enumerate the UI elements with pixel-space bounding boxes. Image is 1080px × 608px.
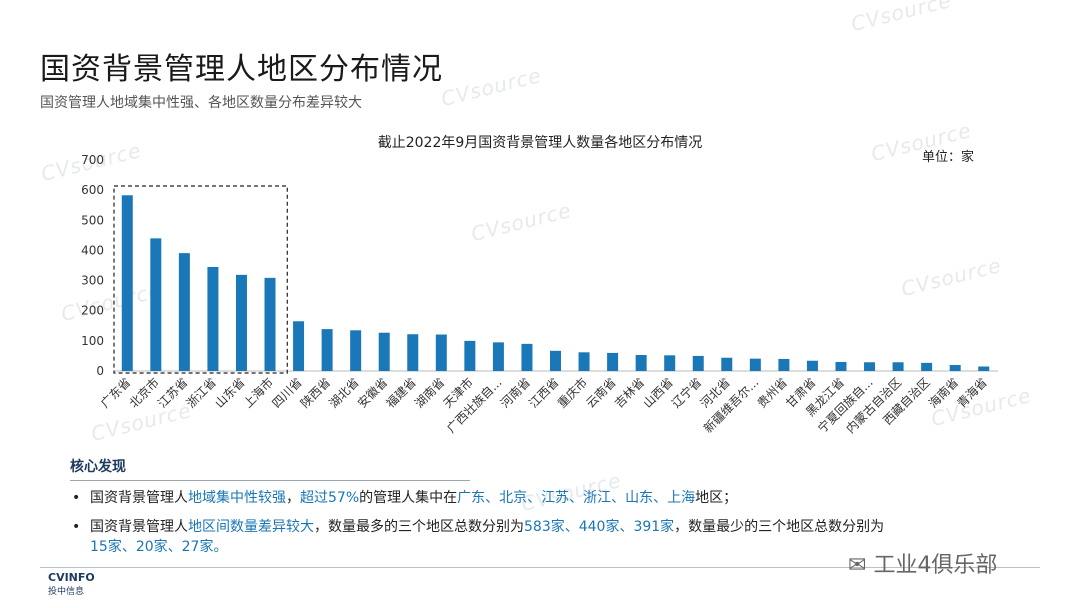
y-tick-label: 700 (81, 153, 104, 167)
page-title: 国资背景管理人地区分布情况 (40, 52, 443, 87)
findings-divider (70, 480, 470, 481)
bar (207, 267, 219, 371)
bar (778, 358, 790, 371)
x-tick-label: 江苏省 (155, 375, 190, 410)
bar (864, 362, 876, 371)
wechat-icon: ✉ (848, 553, 867, 578)
bar (835, 361, 847, 371)
bar (921, 362, 933, 371)
y-tick-label: 100 (81, 334, 104, 348)
bar (321, 329, 333, 371)
y-tick-label: 300 (81, 274, 104, 288)
findings-heading: 核心发现 (70, 459, 126, 475)
x-tick-label: 重庆市 (554, 375, 590, 411)
x-tick-label: 浙江省 (184, 375, 219, 410)
x-tick-label: 山东省 (212, 375, 247, 410)
bar (492, 342, 504, 371)
bar (578, 352, 590, 371)
bar (378, 332, 390, 371)
x-tick-label: 云南省 (583, 375, 619, 411)
x-tick-label: 陕西省 (297, 375, 333, 411)
bar (521, 343, 533, 371)
y-tick-label: 200 (81, 304, 104, 318)
bar (435, 334, 447, 371)
x-tick-label: 吉林省 (612, 375, 647, 410)
x-tick-label: 安徽省 (354, 375, 390, 411)
x-tick-label: 湖北省 (326, 375, 362, 411)
bar (150, 238, 162, 371)
page-subtitle: 国资管理人地域集中性强、各地区数量分布差异较大 (40, 95, 362, 111)
footer-divider (40, 567, 1040, 568)
x-tick-label: 江西省 (526, 375, 561, 410)
x-tick-label: 四川省 (269, 375, 304, 410)
bar (464, 340, 476, 371)
finding-item-1: • 国资背景管理人地域集中性较强，超过57%的管理人集中在广东、北京、江苏、浙江、… (72, 490, 738, 506)
finding-item-2: • 国资背景管理人地区间数量差异较大，数量最多的三个地区总数分别为583家、440… (72, 519, 885, 555)
bar (949, 364, 961, 371)
bar (550, 350, 561, 371)
x-tick-label: 青海省 (954, 375, 990, 411)
unit-label: 单位：家 (922, 150, 975, 165)
bar (235, 274, 247, 371)
bar (178, 253, 190, 371)
bar (806, 360, 818, 371)
x-tick-label: 湖南省 (411, 375, 447, 411)
x-tick-label: 河南省 (497, 375, 533, 411)
cvinfo-logo: CVINFO 投中信息 (48, 571, 95, 597)
bar (721, 357, 733, 371)
x-tick-label: 海南省 (925, 375, 961, 411)
x-tick-label: 上海市 (240, 375, 276, 411)
x-tick-label: 广东省 (98, 375, 133, 410)
y-tick-label: 0 (96, 364, 104, 378)
bar (892, 362, 904, 371)
y-tick-label: 400 (81, 243, 104, 257)
bar (978, 366, 990, 371)
highlight-box (113, 185, 288, 374)
bar (607, 352, 619, 371)
bar (293, 321, 305, 371)
bar (749, 358, 761, 371)
bar (407, 334, 419, 371)
bar (692, 355, 704, 371)
bar (121, 195, 133, 371)
y-tick-label: 500 (81, 213, 104, 227)
x-tick-label: 北京市 (126, 375, 162, 411)
x-tick-label: 福建省 (383, 375, 419, 411)
wechat-account-label: ✉ 工业4俱乐部 (848, 553, 998, 578)
chart-title: 截止2022年9月国资背景管理人数量各地区分布情况 (377, 135, 703, 151)
bar (350, 330, 362, 371)
x-tick-label: 山西省 (640, 375, 675, 410)
bar (264, 277, 276, 371)
bar (635, 355, 647, 371)
x-tick-label: 辽宁省 (668, 375, 704, 411)
y-tick-label: 600 (81, 183, 104, 197)
bar (664, 355, 676, 371)
x-tick-label: 贵州省 (755, 375, 790, 410)
bar-chart: 0 100 200 300 400 500 600 700 广东省北京市江苏省浙江省山东省上海市… (81, 153, 998, 436)
